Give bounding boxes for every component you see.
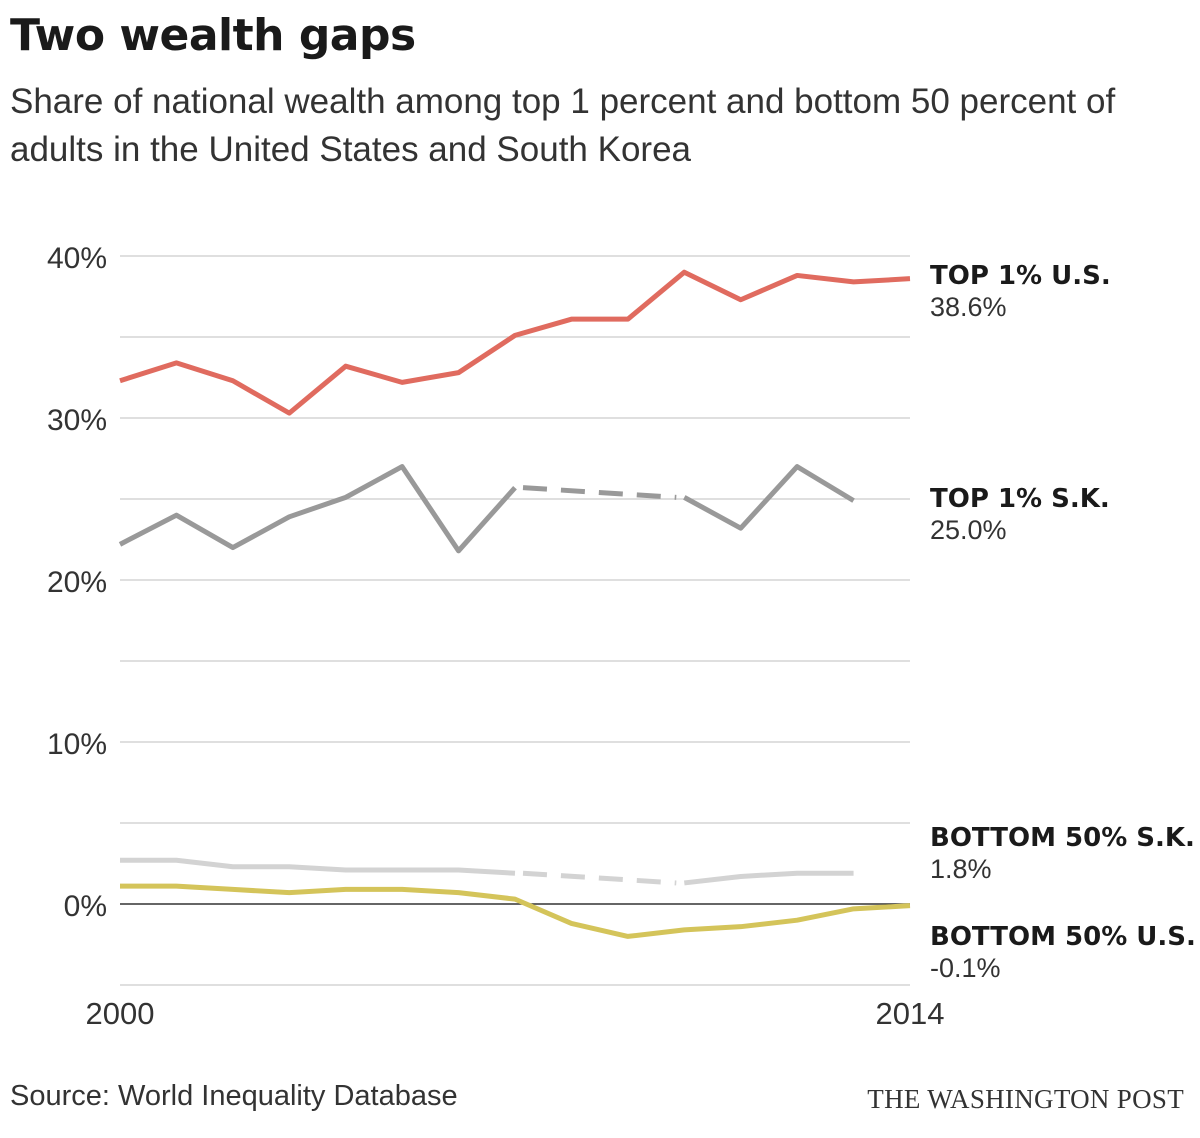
publisher-credit: THE WASHINGTON POST [867,1084,1184,1114]
series-line-top1_sk [118,464,517,554]
series-line-bottom50_sk [684,870,854,886]
series-value-label: 25.0% [930,515,1007,545]
x-axis-ticks: 2000 2014 [86,996,945,1031]
series-line-top1_sk [683,464,855,531]
series-lines [118,269,911,939]
y-axis-ticks: 0% 10% 20% 30% 40% [47,242,107,923]
y-tick-label: 40% [47,242,107,275]
series-line-bottom50_sk [120,857,516,876]
series-value-label: 1.8% [930,854,992,884]
series-value-label: 38.6% [930,292,1007,322]
series-name-label: TOP 1% S.K. [930,484,1110,514]
y-tick-label: 20% [47,566,107,599]
series-labels: TOP 1% U.S.38.6% TOP 1% S.K.25.0% BOTTOM 5… [930,261,1196,983]
y-tick-label: 10% [47,728,107,761]
series-gap-dashed-bottom50_sk [522,870,677,886]
series-name-label: TOP 1% U.S. [930,261,1111,291]
chart-title: Two wealth gaps [10,10,416,61]
x-tick-label: 2000 [86,996,155,1031]
series-line-bottom50_us [120,883,911,939]
series-gap-dashed-top1_sk [522,485,677,500]
series-line-top1_us [119,269,911,416]
y-tick-label: 0% [64,890,107,923]
series-name-label: BOTTOM 50% U.S. [930,922,1196,952]
x-tick-label: 2014 [876,996,945,1031]
source-note: Source: World Inequality Database [10,1080,458,1112]
chart-subtitle: Share of national wealth among top 1 per… [10,82,1116,169]
series-value-label: -0.1% [930,953,1001,983]
series-name-label: BOTTOM 50% S.K. [930,823,1195,853]
y-tick-label: 30% [47,404,107,437]
